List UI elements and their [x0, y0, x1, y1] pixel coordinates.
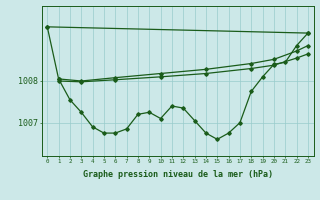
X-axis label: Graphe pression niveau de la mer (hPa): Graphe pression niveau de la mer (hPa) [83, 170, 273, 179]
